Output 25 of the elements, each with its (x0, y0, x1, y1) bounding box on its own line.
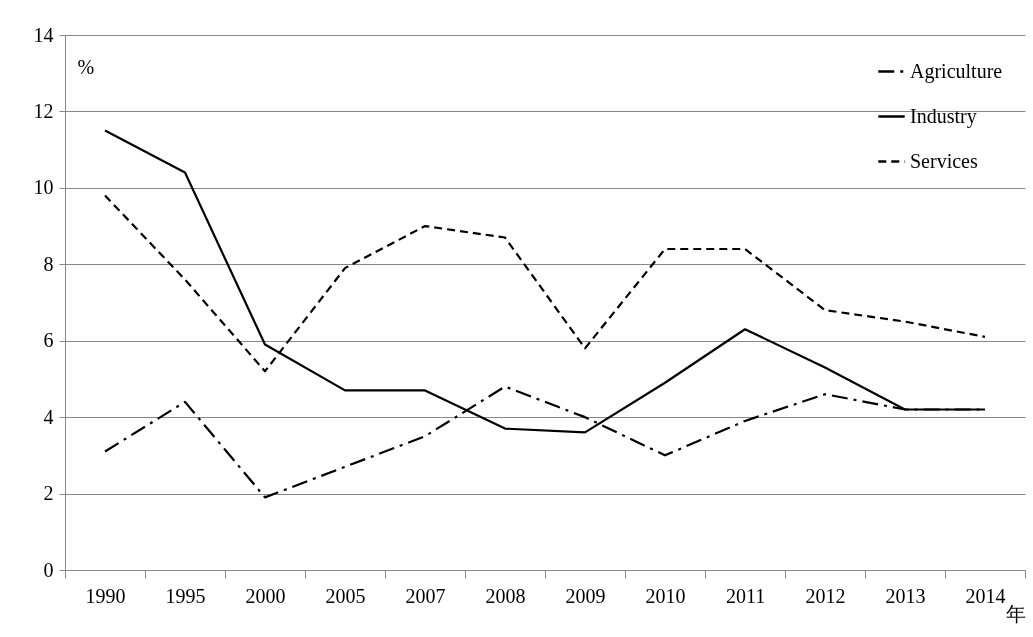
legend-label: Services (910, 149, 978, 172)
x-tick-label: 2012 (805, 584, 846, 607)
y-tick-label: 0 (43, 558, 54, 581)
x-tick-label: 2014 (965, 584, 1006, 607)
y-tick-label: 12 (33, 99, 54, 122)
x-tick-label: 2005 (325, 584, 366, 607)
y-tick-label: 10 (33, 176, 54, 199)
x-tick-label: 1995 (165, 584, 206, 607)
x-axis-title: 年 (1005, 602, 1026, 625)
x-tick-label: 2013 (885, 584, 926, 607)
legend-label: Agriculture (910, 59, 1003, 83)
y-tick-label: 4 (43, 405, 54, 428)
y-tick-label: 2 (43, 482, 54, 505)
x-tick-label: 1990 (85, 584, 126, 607)
y-tick-label: 6 (43, 329, 54, 352)
legend-label: Industry (910, 104, 977, 128)
x-tick-label: 2010 (645, 584, 686, 607)
y-axis-title: % (77, 55, 95, 78)
y-tick-label: 8 (43, 252, 54, 275)
x-tick-label: 2011 (725, 584, 766, 607)
y-tick-label: 14 (33, 23, 54, 46)
x-tick-label: 2007 (405, 584, 446, 607)
x-tick-label: 2000 (245, 584, 286, 607)
x-tick-label: 2009 (565, 584, 606, 607)
x-tick-label: 2008 (485, 584, 526, 607)
